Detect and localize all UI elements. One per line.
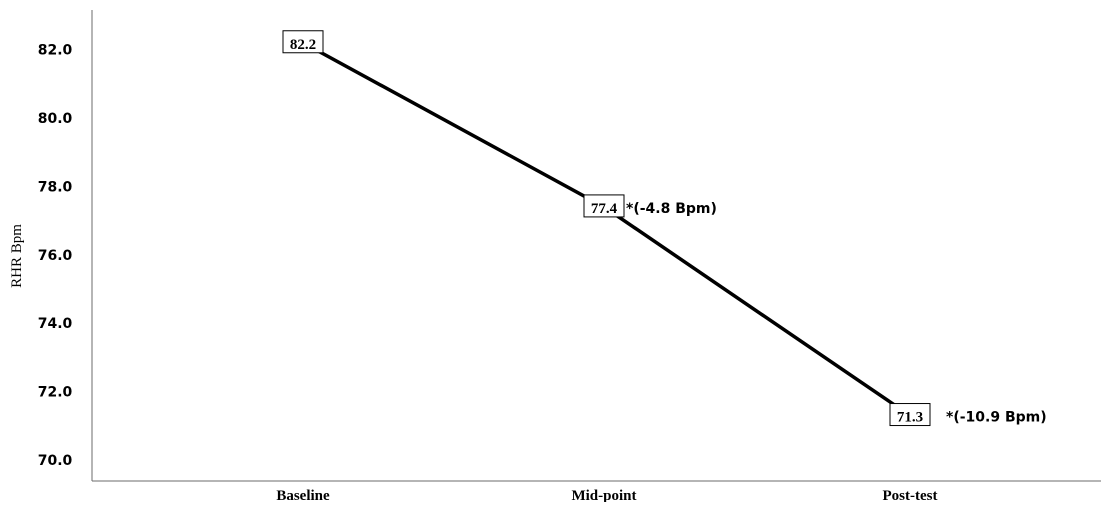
y-tick-labels: 70.0 72.0 74.0 76.0 78.0 80.0 82.0 — [38, 43, 73, 469]
series — [301, 41, 912, 418]
y-tick-label: 74.0 — [38, 316, 73, 332]
x-tick-label: Baseline — [276, 488, 330, 502]
data-label: 77.4 — [583, 194, 625, 218]
data-label-box — [889, 403, 931, 427]
data-label: 82.2 — [282, 30, 324, 54]
y-tick-label: 70.0 — [38, 453, 73, 469]
data-label-box — [282, 30, 324, 54]
data-label-text: 71.3 — [897, 410, 923, 426]
data-label-text: 77.4 — [591, 201, 618, 217]
y-tick-label: 76.0 — [38, 248, 73, 264]
y-axis-title: RHR Bpm — [9, 224, 25, 288]
series-line — [301, 41, 912, 418]
annotation: *(-10.9 Bpm) — [946, 410, 1047, 426]
data-label-box — [583, 194, 625, 218]
y-tick-label: 72.0 — [38, 385, 73, 401]
data-labels: 82.2 77.4 71.3 — [282, 30, 931, 427]
x-tick-label: Mid-point — [571, 488, 636, 502]
data-label-text: 82.2 — [290, 37, 316, 53]
annotations: *(-4.8 Bpm) *(-10.9 Bpm) — [626, 201, 1047, 426]
y-tick-label: 82.0 — [38, 43, 73, 59]
x-tick-labels: Baseline Mid-point Post-test — [276, 488, 938, 504]
x-tick-label: Post-test — [883, 488, 938, 502]
annotation: *(-4.8 Bpm) — [626, 201, 717, 217]
y-tick-label: 78.0 — [38, 179, 73, 195]
y-tick-label: 80.0 — [38, 111, 73, 127]
data-label: 71.3 — [889, 403, 931, 427]
